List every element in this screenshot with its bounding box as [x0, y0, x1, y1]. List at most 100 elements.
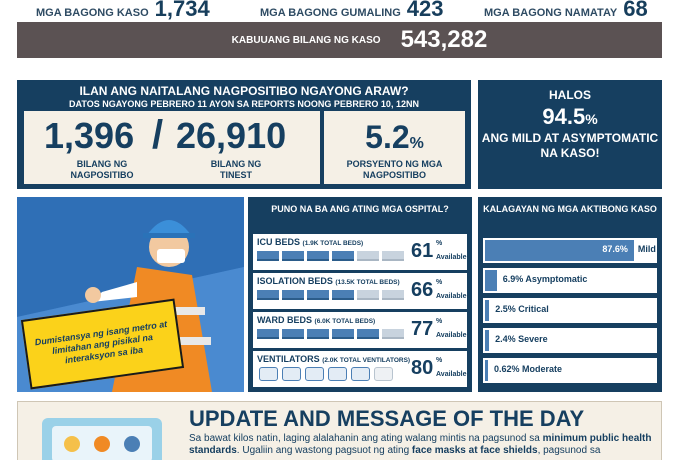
icu-beds-bars	[257, 251, 404, 261]
ventilator-icon	[374, 367, 393, 381]
hospital-capacity-panel: PUNO NA BA ANG ATING MGA OSPITAL? ICU BE…	[248, 197, 472, 392]
update-title: UPDATE AND MESSAGE OF THE DAY	[189, 406, 585, 431]
capacity-segment	[282, 290, 304, 300]
active-case-bar	[485, 240, 634, 261]
capacity-segment	[357, 290, 379, 300]
active-case-row: 2.4% Severe	[483, 328, 657, 353]
capacity-segment	[307, 329, 329, 339]
tested-value: 26,910	[176, 115, 287, 156]
recovered-label: MGA BAGONG GUMALING	[260, 7, 401, 19]
capacity-segment	[332, 251, 354, 261]
icu-beds-card: ICU BEDS (1.9K TOTAL BEDS) 61 % Availabl…	[253, 234, 467, 270]
update-panel: UPDATE AND MESSAGE OF THE DAY Sa bawat k…	[17, 401, 662, 460]
active-case-bar	[485, 360, 488, 381]
positivity-rate-unit: %	[409, 135, 424, 152]
active-case-row: 6.9% Asymptomatic	[483, 268, 657, 293]
available-label: Available	[436, 371, 467, 378]
deaths-value: 68	[623, 0, 648, 21]
active-case-value: 0.62% Moderate	[494, 364, 563, 374]
mild-text: ANG MILD AT ASYMPTOMATIC NA KASO!	[481, 131, 659, 160]
available-label: Available	[436, 254, 467, 261]
ventilator-icon	[328, 367, 347, 381]
capacity-segment	[307, 290, 329, 300]
ventilators-percent: 80	[411, 357, 434, 379]
active-case-value: 2.5% Critical	[495, 304, 549, 314]
percent-sign: %	[436, 318, 443, 325]
active-cases-title: KALAGAYAN NG MGA AKTIBONG KASO	[483, 204, 657, 214]
active-case-row: 0.62% Moderate	[483, 358, 657, 383]
ward-beds-percent: 77	[411, 318, 434, 340]
new-cases-label: MGA BAGONG KASO	[36, 7, 149, 19]
positive-label: BILANG NG NAGPOSITIBO	[70, 159, 134, 180]
ventilators-label: VENTILATORS (2.0K TOTAL VENTILATORS)	[257, 354, 411, 364]
ventilator-icon	[259, 367, 278, 381]
capacity-segment	[282, 329, 304, 339]
active-case-value: 2.4% Severe	[495, 334, 548, 344]
recovered-value: 423	[406, 0, 444, 21]
available-label: Available	[436, 332, 467, 339]
tests-panel: ILAN ANG NAITALANG NAGPOSITIBO NGAYONG A…	[17, 80, 471, 189]
capacity-segment	[257, 329, 279, 339]
active-case-bar	[485, 270, 497, 291]
top-stats-row: MGA BAGONG KASO 1,734 MGA BAGONG GUMALIN…	[0, 0, 679, 22]
ventilators-card: VENTILATORS (2.0K TOTAL VENTILATORS) 80 …	[253, 351, 467, 387]
worker-illustration-panel: Dumistansya ng isang metro at limitahan …	[17, 197, 244, 392]
active-case-value: 87.6%	[602, 244, 628, 254]
available-label: Available	[436, 293, 467, 300]
deaths-stat: MGA BAGONG NAMATAY 68	[484, 0, 648, 22]
new-cases-stat: MGA BAGONG KASO 1,734	[36, 0, 210, 22]
ventilator-icon	[305, 367, 324, 381]
isolation-beds-label: ISOLATION BEDS (13.5K TOTAL BEDS)	[257, 276, 400, 286]
icu-beds-label: ICU BEDS (1.9K TOTAL BEDS)	[257, 237, 364, 247]
capacity-segment	[357, 329, 379, 339]
active-case-value: 6.9% Asymptomatic	[502, 274, 588, 284]
active-case-row: 87.6% Mild	[483, 238, 657, 263]
total-cases-label: KABUUANG BILANG NG KASO	[231, 34, 381, 46]
isolation-beds-bars	[257, 290, 404, 300]
capacity-segment	[382, 329, 404, 339]
capacity-segment	[382, 290, 404, 300]
tests-subtitle: DATOS NGAYONG PEBRERO 11 AYON SA REPORTS…	[69, 99, 419, 109]
positivity-rate-label: PORSYENTO NG MGA NAGPOSITIBO	[346, 159, 443, 180]
capacity-segment	[382, 251, 404, 261]
tested-label: BILANG NG TINEST	[210, 159, 262, 180]
positivity-rate-value: 5.2	[365, 119, 410, 155]
tests-title: ILAN ANG NAITALANG NAGPOSITIBO NGAYONG A…	[79, 84, 409, 98]
percent-sign: %	[436, 357, 443, 364]
capacity-segment	[357, 251, 379, 261]
ward-beds-card: WARD BEDS (6.0K TOTAL BEDS) 77 % Availab…	[253, 312, 467, 348]
isolation-beds-percent: 66	[411, 279, 434, 301]
tests-counts-box: 1,396 / 26,910 BILANG NG NAGPOSITIBO BIL…	[24, 111, 320, 184]
recovered-stat: MGA BAGONG GUMALING 423	[260, 0, 443, 22]
active-case-bar	[485, 330, 490, 351]
slash-divider: /	[152, 113, 164, 157]
ventilator-icon	[282, 367, 301, 381]
total-cases-bar: KABUUANG BILANG NG KASO 543,282	[17, 22, 662, 58]
update-message: Sa bawat kilos natin, laging alalahanin …	[189, 433, 652, 456]
hospital-title: PUNO NA BA ANG ATING MGA OSPITAL?	[271, 204, 449, 214]
isolation-beds-card: ISOLATION BEDS (13.5K TOTAL BEDS) 66 % A…	[253, 273, 467, 309]
positivity-rate: 5.2%	[324, 119, 465, 156]
active-case-row: 2.5% Critical	[483, 298, 657, 323]
percent-sign: %	[436, 240, 443, 247]
capacity-segment	[257, 290, 279, 300]
mild-percent-unit: %	[585, 111, 598, 127]
ward-beds-label: WARD BEDS (6.0K TOTAL BEDS)	[257, 315, 376, 325]
deaths-label: MGA BAGONG NAMATAY	[484, 7, 618, 19]
positivity-rate-box: 5.2% PORSYENTO NG MGA NAGPOSITIBO	[324, 111, 465, 184]
mild-percent: 94.5%	[478, 104, 662, 130]
capacity-segment	[282, 251, 304, 261]
capacity-segment	[307, 251, 329, 261]
distancing-message: Dumistansya ng isang metro at limitahan …	[34, 318, 168, 365]
new-cases-value: 1,734	[154, 0, 210, 21]
update-illustration	[42, 418, 162, 460]
percent-sign: %	[436, 279, 443, 286]
capacity-segment	[257, 251, 279, 261]
ward-beds-bars	[257, 329, 404, 339]
mild-percent-value: 94.5	[542, 104, 586, 129]
active-case-bar	[485, 300, 490, 321]
positive-value: 1,396	[44, 115, 135, 156]
active-cases-panel: KALAGAYAN NG MGA AKTIBONG KASO 87.6% Mild…	[478, 197, 662, 392]
capacity-segment	[332, 329, 354, 339]
mild-asymptomatic-panel: HALOS 94.5% ANG MILD AT ASYMPTOMATIC NA …	[478, 80, 662, 189]
